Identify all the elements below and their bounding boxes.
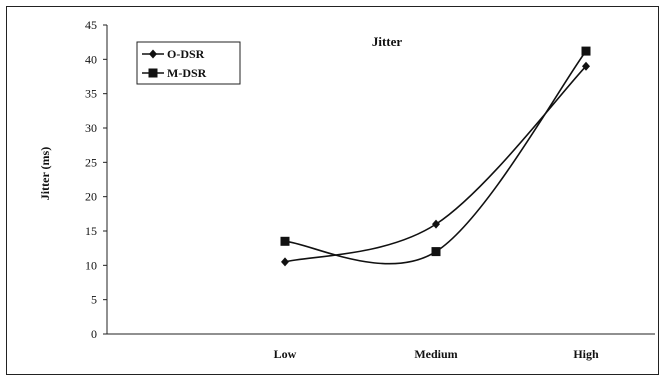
chart-frame xyxy=(6,6,659,375)
series-line xyxy=(284,50,587,265)
y-tick-label: 10 xyxy=(85,258,97,272)
x-category-label: High xyxy=(573,347,599,361)
y-tick-label: 30 xyxy=(85,121,97,135)
y-tick-label: 25 xyxy=(85,155,97,169)
data-point xyxy=(582,61,590,71)
y-axis-label: Jitter (ms) xyxy=(38,147,52,200)
y-ticks: 0 5 10 15 20 25 30 35 40 45 xyxy=(85,18,107,341)
legend-label: M-DSR xyxy=(167,66,207,80)
series-line xyxy=(284,65,587,263)
legend-marker xyxy=(148,68,158,78)
data-point xyxy=(280,236,290,246)
y-tick-label: 35 xyxy=(85,87,97,101)
y-tick-label: 0 xyxy=(91,327,97,341)
y-tick-label: 5 xyxy=(91,293,97,307)
y-tick-label: 15 xyxy=(85,224,97,238)
data-point xyxy=(581,46,591,56)
legend-item: M-DSR xyxy=(142,66,207,80)
data-point xyxy=(431,247,441,257)
data-point xyxy=(281,257,289,267)
series-m-dsr xyxy=(280,46,591,265)
chart-title: Jitter xyxy=(372,34,403,49)
y-tick-label: 45 xyxy=(85,18,97,32)
series-o-dsr xyxy=(281,61,590,267)
x-category-label: Medium xyxy=(414,347,457,361)
data-point xyxy=(432,219,440,229)
x-category-label: Low xyxy=(274,347,297,361)
legend-label: O-DSR xyxy=(167,47,205,61)
x-category-labels: Low Medium High xyxy=(274,347,599,361)
y-tick-label: 20 xyxy=(85,190,97,204)
y-tick-label: 40 xyxy=(85,52,97,66)
legend-marker xyxy=(149,49,157,59)
series-group xyxy=(280,46,591,267)
legend: O-DSR M-DSR xyxy=(136,41,241,85)
legend-item: O-DSR xyxy=(142,47,205,61)
